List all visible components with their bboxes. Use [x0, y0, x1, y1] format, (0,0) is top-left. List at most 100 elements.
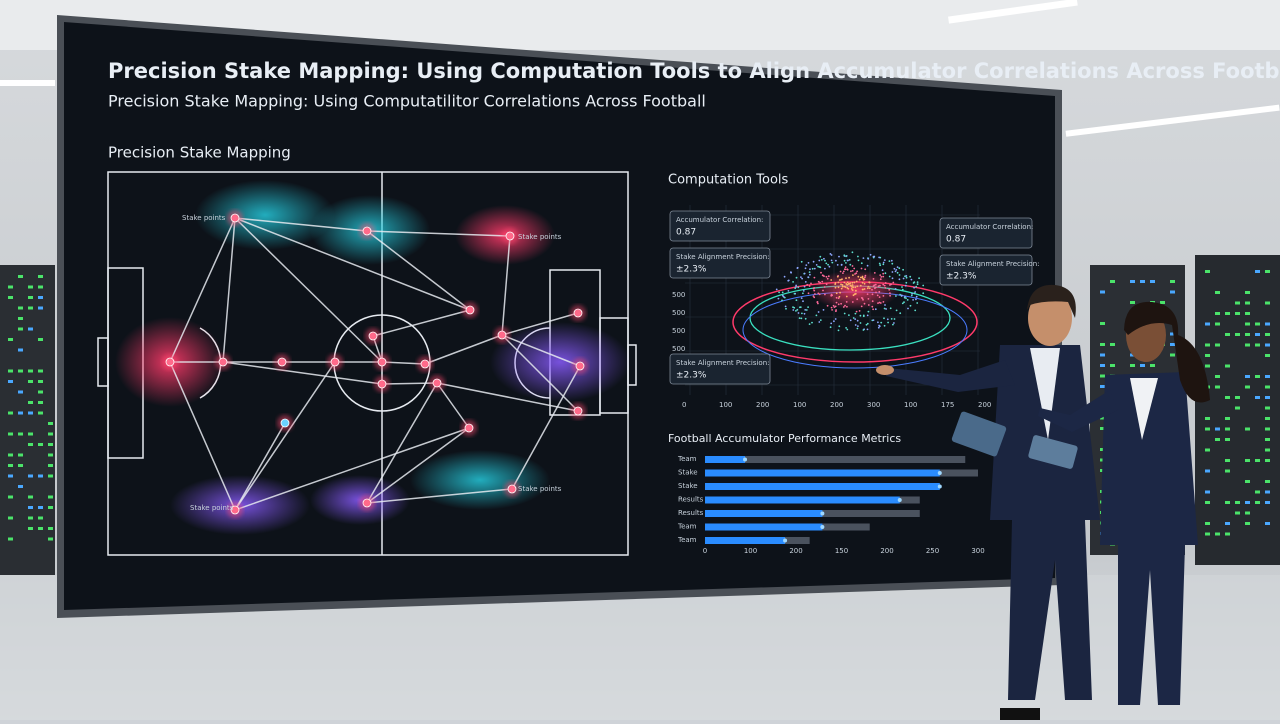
scatter-dot — [854, 312, 857, 315]
led — [38, 369, 43, 373]
scatter-dot — [883, 317, 885, 320]
scatter-dot — [837, 297, 840, 300]
led — [8, 464, 13, 467]
scatter-dot — [824, 259, 826, 262]
scatter-dot — [916, 302, 919, 304]
led — [1225, 333, 1230, 336]
scatter-dot — [912, 299, 914, 301]
scatter-dot — [801, 312, 803, 315]
led — [18, 485, 23, 488]
scatter-dot — [860, 305, 863, 308]
scatter-dot — [893, 318, 896, 320]
led — [1225, 438, 1230, 441]
bar — [705, 456, 746, 463]
led — [1265, 448, 1270, 452]
scatter-dot — [862, 329, 865, 331]
node — [277, 357, 287, 367]
scatter-dot — [883, 284, 886, 287]
scatter-dot — [843, 254, 846, 257]
scatter-dot — [911, 292, 913, 295]
scatter-dot — [838, 325, 841, 328]
row-label: Team — [677, 536, 697, 544]
led — [1225, 459, 1230, 462]
scatter-dot — [878, 296, 881, 298]
scatter-dot — [805, 264, 808, 266]
scatter-dot — [835, 292, 838, 295]
connection — [222, 217, 236, 363]
scatter-dot — [843, 281, 846, 284]
scatter-dot — [829, 253, 832, 255]
led — [28, 369, 33, 373]
node — [432, 378, 442, 388]
led — [18, 317, 23, 320]
led — [8, 285, 13, 289]
led — [1255, 333, 1260, 336]
led — [1100, 290, 1105, 294]
node — [362, 226, 372, 236]
row-label: Results — [678, 496, 704, 504]
scatter-dot — [783, 275, 786, 278]
scatter-dot — [915, 285, 918, 288]
scatter-dot — [818, 259, 821, 262]
scatter-dot — [867, 285, 870, 288]
scatter-dot — [851, 281, 854, 284]
node — [573, 308, 583, 318]
led — [1150, 364, 1155, 367]
scatter-dot — [848, 259, 851, 261]
scatter-dot — [826, 277, 829, 280]
led — [38, 474, 43, 478]
shoe — [1000, 708, 1040, 720]
node — [362, 498, 372, 508]
suit — [1100, 372, 1198, 705]
scatter-dot — [888, 260, 891, 262]
led — [1245, 312, 1250, 315]
scatter-dot — [790, 271, 792, 273]
server-rack — [0, 265, 55, 575]
scatter-dot — [880, 321, 883, 324]
scatter-dot — [904, 284, 907, 287]
led — [1245, 480, 1250, 483]
scatter-dot — [856, 327, 859, 330]
scatter-dot — [800, 260, 803, 263]
row-label: Stake — [678, 469, 698, 477]
connection — [501, 334, 581, 367]
scatter-dot — [851, 301, 854, 303]
scatter-dot — [785, 307, 787, 310]
led — [1110, 343, 1115, 346]
node — [330, 357, 340, 367]
scatter-dot — [840, 263, 843, 266]
suit — [990, 345, 1100, 700]
led — [1225, 501, 1230, 504]
scatter-dot — [847, 287, 850, 290]
led — [28, 474, 33, 478]
scatter-dot — [826, 304, 829, 307]
scatter-dot — [882, 283, 885, 286]
scatter-dot — [845, 295, 848, 298]
stat-label: Stake Alignment Precision: — [676, 253, 770, 261]
scatter-dot — [892, 323, 894, 326]
scatter-dot — [871, 288, 873, 291]
led — [1255, 343, 1260, 347]
bar — [705, 496, 900, 504]
scatter-dot — [836, 264, 839, 266]
scatter-dot — [851, 251, 854, 254]
x-axis-label: 100 — [793, 401, 806, 409]
stake-label: Stake points — [518, 233, 562, 241]
scatter-dot — [848, 276, 850, 279]
led — [1215, 322, 1220, 326]
led — [1265, 438, 1270, 441]
scatter-dot — [829, 326, 832, 329]
scatter-dot — [879, 278, 882, 281]
scatter-dot — [888, 275, 891, 278]
led — [1215, 312, 1220, 315]
led — [1235, 511, 1240, 515]
scatter-dot — [822, 289, 824, 292]
scatter-dot — [846, 328, 849, 331]
led — [8, 453, 13, 457]
led — [1235, 501, 1240, 504]
scatter-dot — [879, 302, 882, 304]
led — [28, 495, 33, 499]
scatter-dot — [882, 261, 885, 264]
led — [1215, 438, 1220, 441]
led — [1170, 290, 1175, 294]
